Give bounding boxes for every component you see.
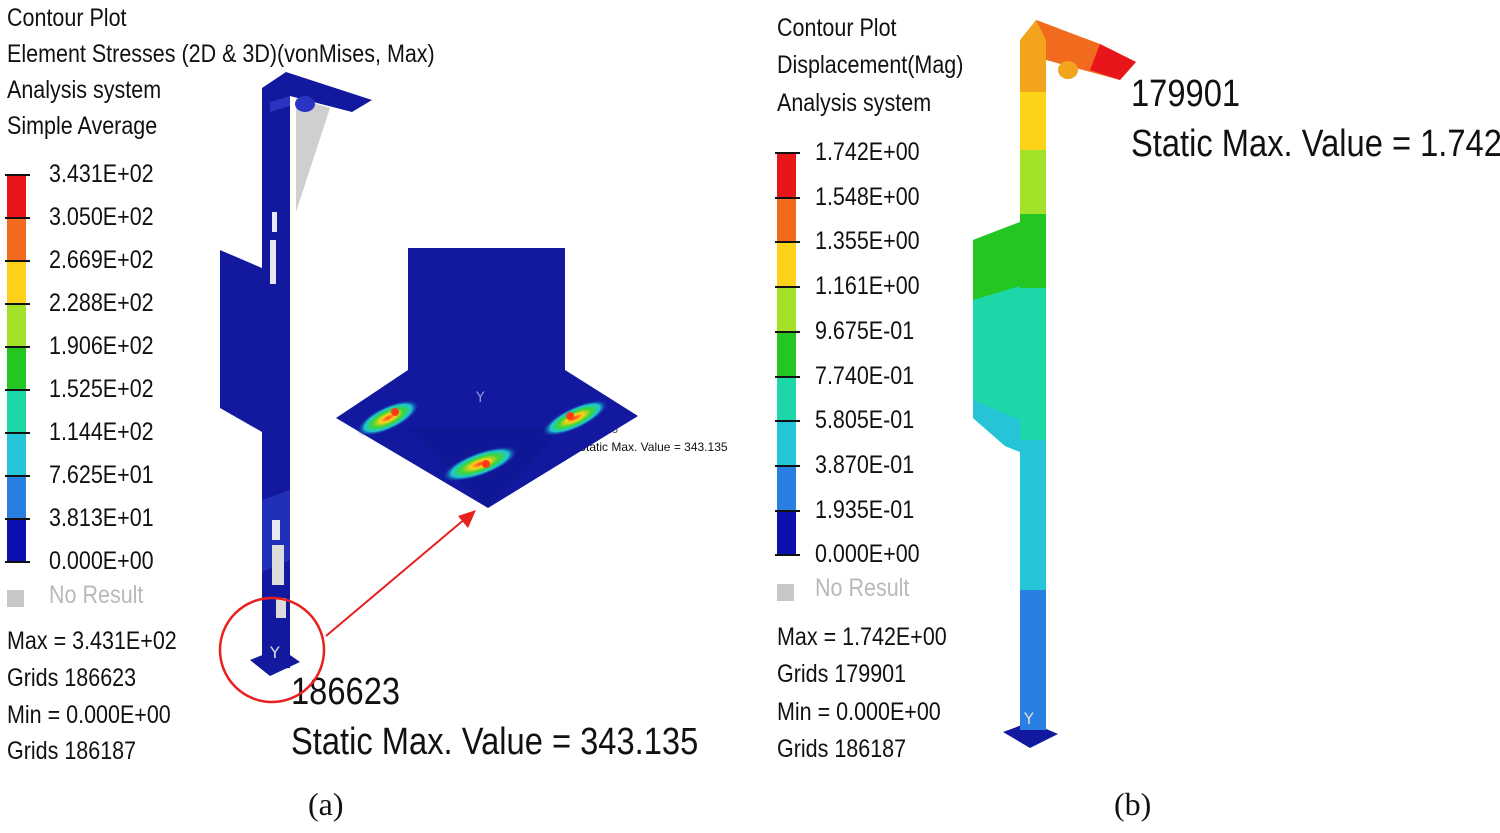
- no-result-label-a: No Result: [49, 581, 144, 609]
- legend-b-swatch: [777, 242, 796, 287]
- legend-b-tick: 9.675E-01: [815, 317, 915, 345]
- legend-a-tick: 1.525E+02: [49, 375, 154, 403]
- legend-a-tick: 2.669E+02: [49, 246, 154, 274]
- legend-a-swatch: [7, 476, 26, 519]
- annotation-a-value: Static Max. Value = 343.135: [291, 721, 699, 763]
- header-a-line-2: Element Stresses (2D & 3D)(vonMises, Max…: [7, 40, 435, 68]
- legend-a-tick: 7.625E+01: [49, 461, 154, 489]
- zoom-arrow: [325, 510, 476, 637]
- header-a-line-1: Contour Plot: [7, 4, 127, 32]
- no-result-label-b: No Result: [815, 574, 910, 602]
- legend-a-tick: 3.431E+02: [49, 160, 154, 188]
- annotation-b-value: Static Max. Value = 1.742: [1131, 123, 1500, 165]
- header-b-line-3: Analysis system: [777, 89, 932, 117]
- svg-text:Y: Y: [475, 390, 485, 406]
- legend-b-tick: 3.870E-01: [815, 451, 915, 479]
- legend-b-swatch: [777, 421, 796, 466]
- no-result-swatch-a: [7, 590, 24, 607]
- legend-b-tick: 0.000E+00: [815, 540, 920, 568]
- highlight-circle: [218, 596, 326, 704]
- zoomed-base-plate: Y: [336, 248, 638, 508]
- legend-b-tick: 7.740E-01: [815, 362, 915, 390]
- legend-b-tick: 1.355E+00: [815, 227, 920, 255]
- pole-model-a: Y: [220, 72, 372, 676]
- svg-text:Y: Y: [1023, 709, 1034, 728]
- legend-a-tick: 3.813E+01: [49, 504, 154, 532]
- svg-text:Y: Y: [269, 643, 280, 662]
- legend-a-swatch: [7, 261, 26, 304]
- legend-b-swatch: [777, 287, 796, 332]
- stat-a-min-grid: Grids 186187: [7, 737, 137, 765]
- legend-a-swatch: [7, 175, 26, 218]
- stat-b-max: Max = 1.742E+00: [777, 623, 947, 651]
- legend-b-tick: 1.742E+00: [815, 138, 920, 166]
- header-a-line-3: Analysis system: [7, 76, 162, 104]
- legend-b-swatch: [777, 377, 796, 421]
- legend-b-tick: 1.161E+00: [815, 272, 920, 300]
- header-b-line-1: Contour Plot: [777, 14, 897, 42]
- stat-a-max-grid: Grids 186623: [7, 664, 137, 692]
- legend-a-tick: 1.906E+02: [49, 332, 154, 360]
- zoom-value-label: Static Max. Value = 343.135: [578, 440, 728, 454]
- caption-b: (b): [1114, 786, 1152, 822]
- legend-b-swatch: [777, 511, 796, 555]
- legend-b-tick: 1.548E+00: [815, 183, 920, 211]
- no-result-swatch-b: [777, 584, 794, 601]
- annotation-a-node: 186623: [291, 671, 401, 713]
- legend-b-bar: [775, 152, 800, 601]
- legend-b-tick: 5.805E-01: [815, 406, 915, 434]
- legend-a-swatch: [7, 347, 26, 390]
- legend-a-swatch: [7, 390, 26, 433]
- stat-a-min: Min = 0.000E+00: [7, 701, 171, 729]
- header-b-line-2: Displacement(Mag): [777, 51, 964, 79]
- legend-a-bar: [5, 174, 30, 607]
- legend-a-tick: 0.000E+00: [49, 547, 154, 575]
- legend-b-swatch: [777, 466, 796, 511]
- stat-b-max-grid: Grids 179901: [777, 660, 907, 688]
- stat-b-min: Min = 0.000E+00: [777, 698, 941, 726]
- pole-model-b: Y: [973, 20, 1136, 748]
- stat-a-max: Max = 3.431E+02: [7, 627, 177, 655]
- legend-a-tick: 2.288E+02: [49, 289, 154, 317]
- legend-b-swatch: [777, 153, 796, 198]
- annotation-b-node: 179901: [1131, 73, 1241, 115]
- caption-a: (a): [308, 786, 344, 822]
- legend-a-swatch: [7, 218, 26, 261]
- header-a-line-4: Simple Average: [7, 112, 158, 140]
- legend-b-swatch: [777, 198, 796, 242]
- stat-b-min-grid: Grids 186187: [777, 735, 907, 763]
- legend-a-swatch: [7, 304, 26, 347]
- legend-a-tick: 3.050E+02: [49, 203, 154, 231]
- legend-a-tick: 1.144E+02: [49, 418, 154, 446]
- legend-a-swatch: [7, 433, 26, 476]
- legend-b-swatch: [777, 332, 796, 377]
- legend-a-swatch: [7, 519, 26, 562]
- legend-b-tick: 1.935E-01: [815, 496, 915, 524]
